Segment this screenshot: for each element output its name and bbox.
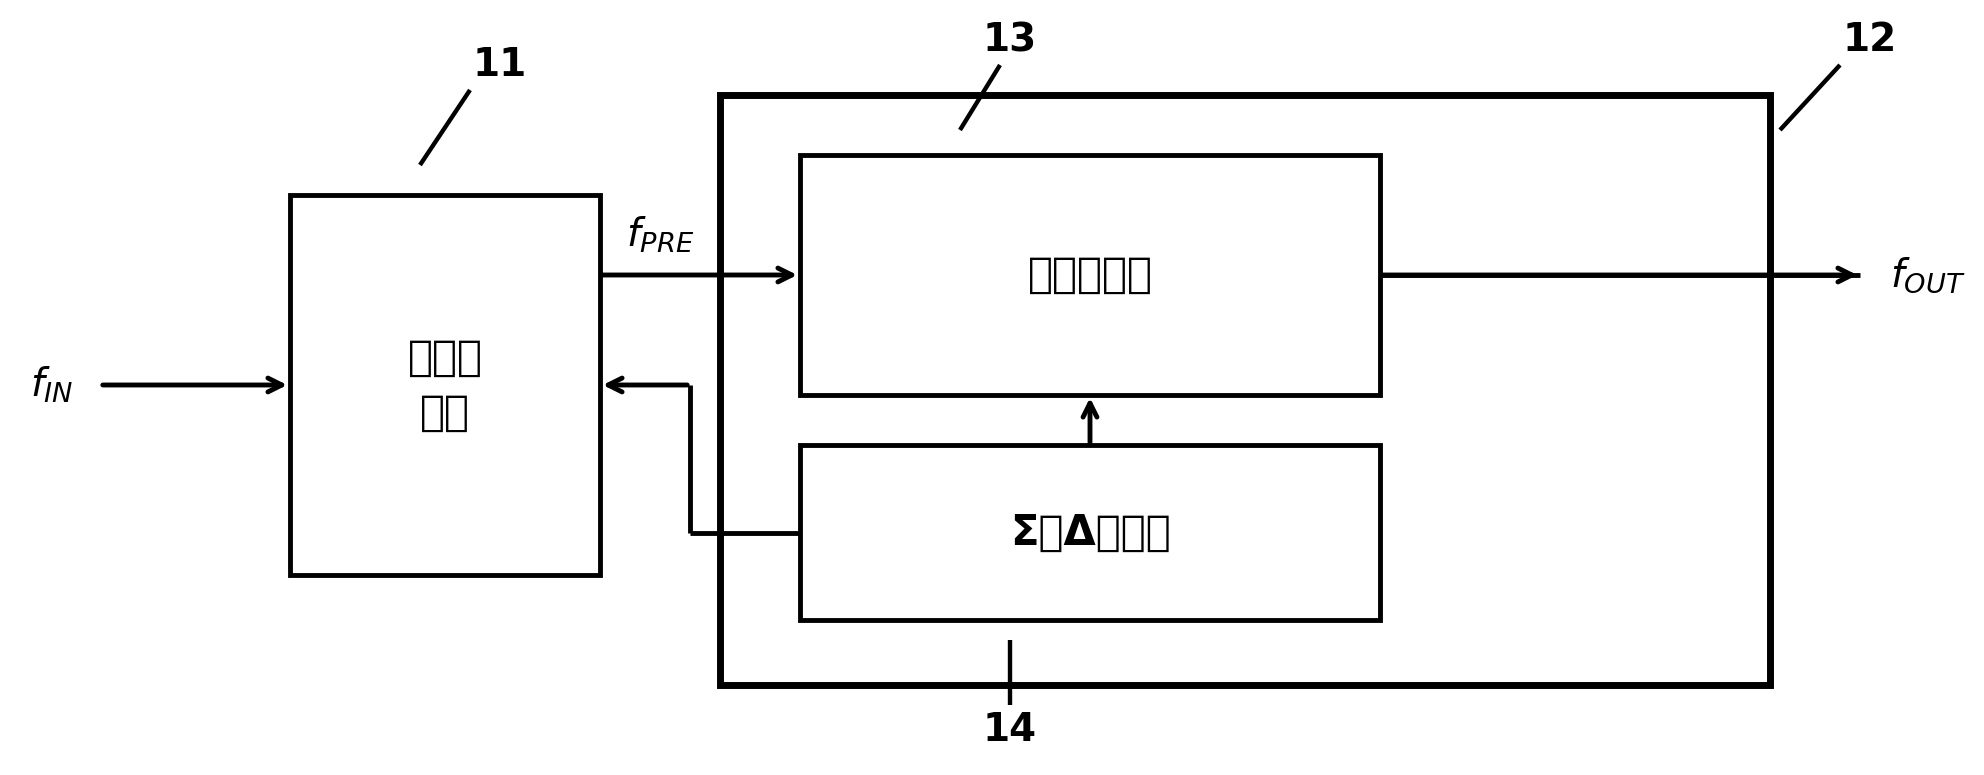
Text: $f_{\mathregular{OUT}}$: $f_{\mathregular{OUT}}$ bbox=[1891, 255, 1966, 294]
Text: Σ－Δ调制器: Σ－Δ调制器 bbox=[1010, 512, 1171, 553]
Text: 程控分频器: 程控分频器 bbox=[1028, 254, 1153, 296]
Text: $f_{\mathregular{PRE}}$: $f_{\mathregular{PRE}}$ bbox=[625, 215, 694, 255]
Text: 14: 14 bbox=[982, 711, 1038, 749]
Text: 13: 13 bbox=[982, 21, 1038, 59]
Text: 12: 12 bbox=[1843, 21, 1897, 59]
Bar bbox=[290, 195, 599, 575]
Text: 双模分
频器: 双模分 频器 bbox=[407, 336, 482, 433]
Bar bbox=[800, 445, 1381, 620]
Bar bbox=[800, 155, 1381, 395]
Text: $f_{\mathregular{IN}}$: $f_{\mathregular{IN}}$ bbox=[30, 365, 73, 405]
Bar bbox=[720, 95, 1770, 685]
Text: 11: 11 bbox=[472, 46, 528, 84]
